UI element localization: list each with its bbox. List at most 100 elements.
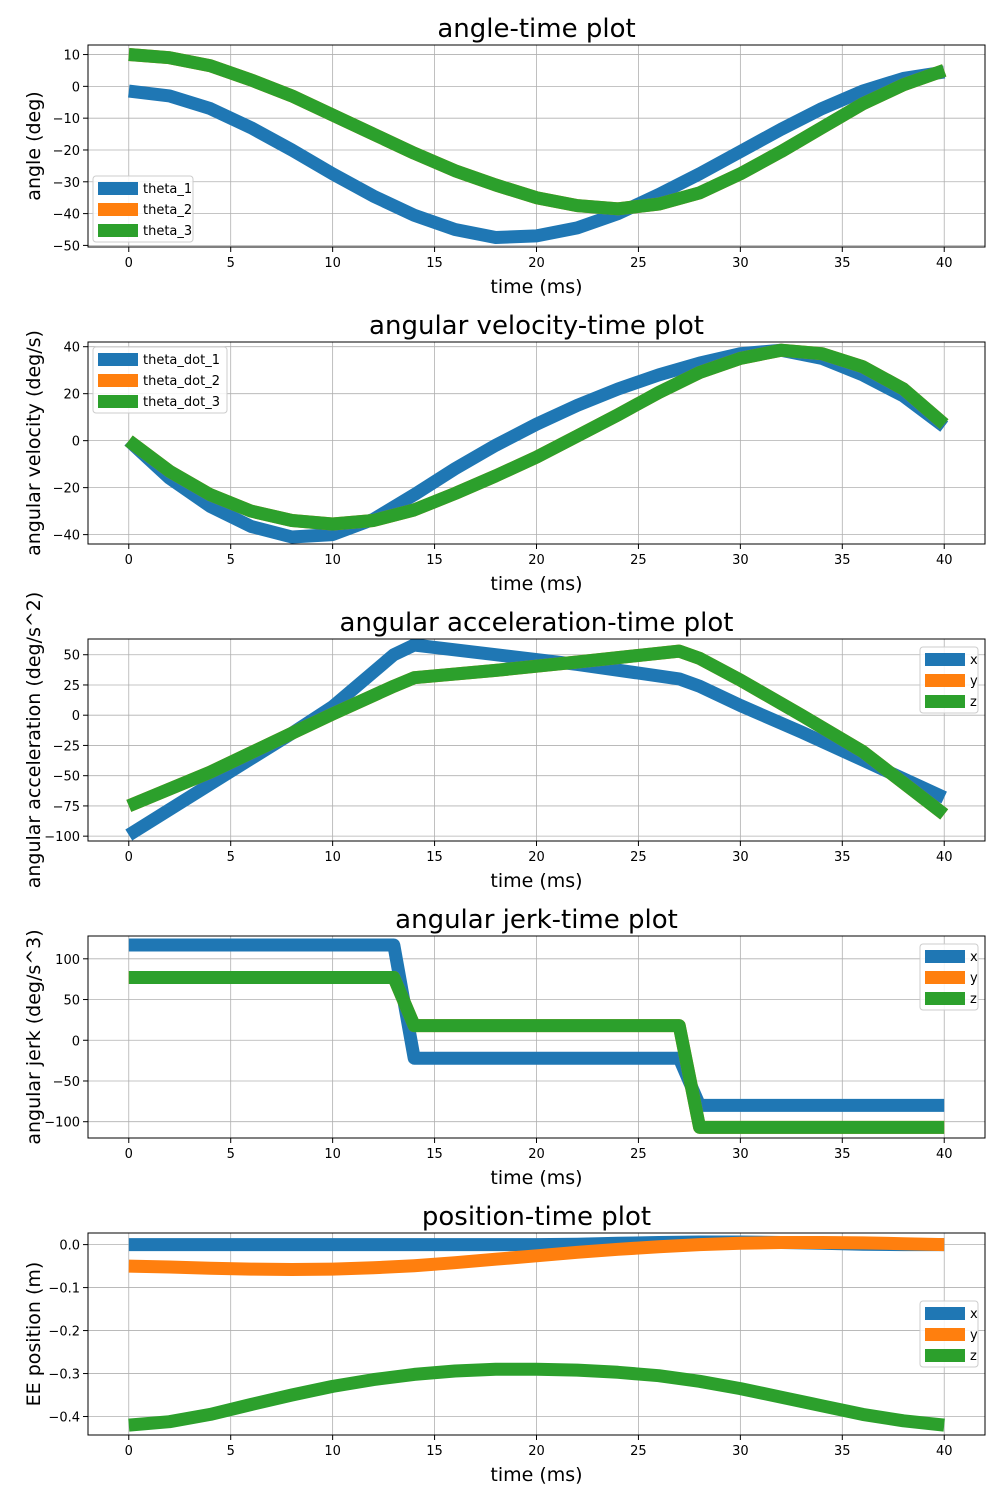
x-tick-label: 40 [936, 553, 953, 568]
y-tick-label: 0.0 [59, 1239, 80, 1254]
y-axis-label: angular velocity (deg/s) [23, 330, 45, 556]
x-tick-label: 5 [227, 1444, 235, 1459]
x-tick-label: 30 [732, 850, 749, 865]
x-tick-label: 25 [630, 256, 647, 271]
y-tick-label: −25 [53, 739, 80, 754]
y-tick-label: 50 [63, 994, 80, 1009]
x-axis-label: time (ms) [490, 1464, 582, 1486]
chart-2: 0 5 10 15 20 25 30 35 4050250−25−50−75−100angula… [23, 592, 986, 892]
x-tick-label: 40 [936, 256, 953, 271]
legend-swatch-theta_3 [98, 224, 138, 237]
y-tick-label: 10 [63, 49, 80, 64]
x-tick-label: 35 [834, 256, 851, 271]
legend-swatch-x [925, 1307, 965, 1320]
x-tick-label: 0 [125, 1147, 133, 1162]
legend: xyz [919, 1300, 979, 1368]
y-tick-label: 100 [55, 953, 80, 968]
y-tick-label: −0.1 [48, 1282, 80, 1297]
legend-swatch-y [925, 674, 965, 687]
x-tick-label: 0 [125, 553, 133, 568]
series-line-theta_3 [128, 48, 947, 216]
legend-label-y: y [970, 1328, 978, 1343]
x-tick-label: 5 [227, 1147, 235, 1162]
legend-label-z: z [970, 1349, 977, 1364]
series-line-z [128, 1362, 945, 1432]
legend-label-x: x [970, 653, 978, 668]
x-tick-label: 15 [426, 256, 443, 271]
x-tick-label: 30 [732, 256, 749, 271]
x-tick-label: 20 [528, 1147, 545, 1162]
chart-1: 0 5 10 15 20 25 30 35 40 40 20 0 −20 −40 angular veloc… [23, 311, 986, 595]
x-tick-label: 0 [125, 1444, 133, 1459]
x-tick-label: 30 [732, 553, 749, 568]
chart-title: position-time plot [422, 1202, 651, 1232]
y-tick-label: 0 [72, 709, 80, 724]
x-tick-label: 35 [834, 850, 851, 865]
x-tick-label: 15 [426, 553, 443, 568]
y-tick-label: −100 [44, 1116, 80, 1131]
legend-label-x: x [970, 950, 978, 965]
x-axis-label: time (ms) [490, 276, 582, 298]
x-tick-label: 25 [630, 850, 647, 865]
chart-title: angular velocity-time plot [369, 311, 704, 341]
legend-swatch-z [925, 695, 965, 708]
x-tick-label: 35 [834, 553, 851, 568]
x-tick-label: 10 [324, 1147, 341, 1162]
y-tick-label: −30 [53, 176, 80, 191]
x-axis-label: time (ms) [490, 870, 582, 892]
y-tick-label: −50 [53, 1075, 80, 1090]
legend-swatch-y [925, 1328, 965, 1341]
legend-label-y: y [970, 674, 978, 689]
y-axis-label: angular jerk (deg/s^3) [23, 929, 45, 1144]
x-tick-label: 20 [528, 256, 545, 271]
x-tick-label: 0 [125, 850, 133, 865]
x-tick-label: 20 [528, 553, 545, 568]
x-tick-label: 5 [227, 850, 235, 865]
legend-label-theta_2: theta_2 [143, 203, 192, 218]
x-tick-label: 10 [324, 256, 341, 271]
chart-title: angle-time plot [437, 14, 635, 44]
x-tick-label: 15 [426, 1147, 443, 1162]
x-tick-label: 25 [630, 1444, 647, 1459]
chart-title: angular jerk-time plot [395, 905, 678, 935]
y-tick-label: −10 [53, 112, 80, 127]
legend-label-theta_3: theta_3 [143, 224, 192, 239]
legend-swatch-theta_dot_3 [98, 395, 138, 408]
legend-swatch-x [925, 950, 965, 963]
x-axis-label: time (ms) [490, 1167, 582, 1189]
series-line-x [128, 938, 945, 1112]
x-axis-label: time (ms) [490, 573, 582, 595]
series-line-z [126, 644, 949, 820]
legend-swatch-theta_1 [98, 182, 138, 195]
legend-label-z: z [970, 695, 977, 710]
legend-swatch-x [925, 653, 965, 666]
y-tick-label: −0.2 [48, 1325, 80, 1340]
x-tick-label: 40 [936, 1147, 953, 1162]
x-tick-label: 30 [732, 1444, 749, 1459]
chart-title: angular acceleration-time plot [340, 608, 734, 638]
y-tick-label: 0 [72, 1034, 80, 1049]
y-tick-label: −0.3 [48, 1368, 80, 1383]
y-tick-label: −50 [53, 770, 80, 785]
y-tick-label: 0 [72, 80, 80, 95]
series-line-y [128, 1236, 945, 1276]
y-axis-label: EE position (m) [23, 1262, 45, 1407]
x-tick-label: 10 [324, 850, 341, 865]
x-tick-label: 25 [630, 553, 647, 568]
x-tick-label: 40 [936, 850, 953, 865]
y-tick-label: −0.4 [48, 1411, 80, 1426]
y-axis-label: angular acceleration (deg/s^2) [23, 592, 45, 889]
x-tick-label: 30 [732, 1147, 749, 1162]
x-tick-label: 15 [426, 850, 443, 865]
legend-swatch-z [925, 992, 965, 1005]
y-tick-label: 25 [63, 679, 80, 694]
y-tick-label: −20 [53, 482, 80, 497]
y-tick-label: 0 [72, 435, 80, 450]
y-tick-label: 50 [63, 649, 80, 664]
series-line-theta_1 [128, 65, 946, 244]
legend-label-theta_dot_2: theta_dot_2 [143, 374, 220, 389]
x-tick-label: 5 [227, 553, 235, 568]
legend-swatch-theta_dot_1 [98, 353, 138, 366]
